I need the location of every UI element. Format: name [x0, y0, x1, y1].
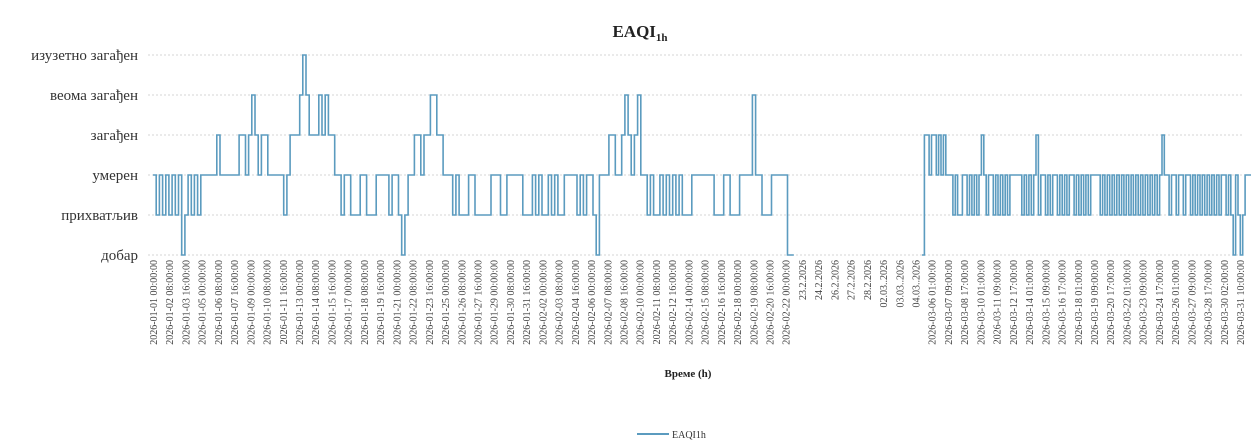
series-line-segment	[922, 134, 1251, 256]
x-tick-label: 2026-03-08 17:00:00	[960, 260, 971, 345]
x-tick-label: 2026-02-16 16:00:00	[717, 260, 728, 345]
legend-label: EAQI1h	[672, 430, 706, 441]
x-tick-label: 2026-02-06 00:00:00	[587, 260, 598, 345]
legend: EAQI1h	[637, 430, 706, 441]
y-tick-label: изузетно загађен	[31, 48, 138, 64]
x-tick-label: 2026-03-26 01:00:00	[1171, 260, 1182, 345]
x-tick-label: 2026-01-05 00:00:00	[198, 260, 209, 345]
x-tick-label: 2026-02-20 16:00:00	[766, 260, 777, 345]
series-line-segment	[153, 54, 794, 256]
x-tick-label: 2026-03-31 10:00:00	[1236, 260, 1247, 345]
chart-title-text: EAQI	[612, 22, 656, 41]
x-tick-label: 2026-03-10 01:00:00	[976, 260, 987, 345]
x-tick-label: 2026-01-19 16:00:00	[376, 260, 387, 345]
x-tick-label: 2026-03-23 09:00:00	[1139, 260, 1150, 345]
x-tick-label: 2026-02-22 00:00:00	[782, 260, 793, 345]
x-tick-label: 2026-02-08 16:00:00	[619, 260, 630, 345]
x-tick-label: 2026-02-03 08:00:00	[555, 260, 566, 345]
x-axis-tick-labels: 2026-01-01 00:00:00 2026-01-02 08:00:00 20…	[149, 260, 1247, 345]
x-tick-label: 2026-01-26 08:00:00	[457, 260, 468, 345]
x-tick-label: 2026-01-11 16:00:00	[279, 260, 290, 344]
x-tick-label: 27.2.2026	[847, 260, 858, 300]
chart-title-subscript: 1h	[656, 32, 668, 44]
x-tick-label: 2026-02-12 16:00:00	[668, 260, 679, 345]
x-tick-label: 2026-01-18 08:00:00	[360, 260, 371, 345]
x-tick-label: 2026-03-11 09:00:00	[993, 260, 1004, 344]
x-tick-label: 2026-02-11 08:00:00	[652, 260, 663, 344]
x-tick-label: 2026-01-17 00:00:00	[344, 260, 355, 345]
y-tick-label: загађен	[91, 128, 138, 144]
x-tick-label: 2026-01-09 00:00:00	[246, 260, 257, 345]
data-series	[153, 54, 1251, 256]
x-tick-label: 2026-03-30 02:00:00	[1220, 260, 1231, 345]
x-tick-label: 2026-01-30 08:00:00	[506, 260, 517, 345]
x-tick-label: 2026-01-01 00:00:00	[149, 260, 160, 345]
x-tick-label: 2026-03-20 17:00:00	[1106, 260, 1117, 345]
x-tick-label: 02.03..2026	[879, 260, 890, 308]
x-tick-label: 2026-02-15 08:00:00	[701, 260, 712, 345]
x-tick-label: 03.03..2026	[895, 260, 906, 308]
x-tick-label: 2026-03-27 09:00:00	[1187, 260, 1198, 345]
x-tick-label: 2026-02-18 00:00:00	[733, 260, 744, 345]
x-tick-label: 2026-03-07 09:00:00	[944, 260, 955, 345]
x-tick-label: 2026-02-19 08:00:00	[749, 260, 760, 345]
x-tick-label: 2026-01-21 00:00:00	[392, 260, 403, 345]
x-tick-label: 2026-01-14 08:00:00	[311, 260, 322, 345]
x-tick-label: 2026-03-12 17:00:00	[1009, 260, 1020, 345]
y-tick-label: прихватљив	[61, 208, 138, 224]
x-tick-label: 2026-03-15 09:00:00	[1041, 260, 1052, 345]
x-tick-label: 2026-01-31 16:00:00	[522, 260, 533, 345]
x-tick-label: 2026-01-02 08:00:00	[165, 260, 176, 345]
x-tick-label: 2026-03-19 09:00:00	[1090, 260, 1101, 345]
x-tick-label: 2026-02-07 08:00:00	[603, 260, 614, 345]
x-tick-label: 2026-03-22 01:00:00	[1122, 260, 1133, 345]
x-tick-label: 23.2.2026	[798, 260, 809, 300]
x-tick-label: 2026-01-10 08:00:00	[263, 260, 274, 345]
x-tick-label: 2026-01-06 08:00:00	[214, 260, 225, 345]
gridlines	[148, 54, 1242, 256]
x-tick-label: 2026-02-14 00:00:00	[684, 260, 695, 345]
x-tick-label: 2026-02-04 16:00:00	[571, 260, 582, 345]
y-tick-label: веома загађен	[50, 88, 138, 104]
chart-title: EAQI1h	[612, 22, 667, 44]
x-tick-label: 2026-01-25 00:00:00	[441, 260, 452, 345]
x-tick-label: 2026-03-18 01:00:00	[1074, 260, 1085, 345]
x-tick-label: 2026-01-15 16:00:00	[327, 260, 338, 345]
x-tick-label: 2026-01-13 00:00:00	[295, 260, 306, 345]
x-tick-label: 2026-01-29 00:00:00	[490, 260, 501, 345]
x-tick-label: 26.2.2026	[830, 260, 841, 300]
x-tick-label: 2026-03-14 01:00:00	[1025, 260, 1036, 345]
x-tick-label: 2026-03-24 17:00:00	[1155, 260, 1166, 345]
x-tick-label: 2026-01-22 08:00:00	[409, 260, 420, 345]
y-tick-label: умерен	[92, 168, 138, 184]
x-tick-label: 2026-03-06 01:00:00	[928, 260, 939, 345]
y-tick-label: добар	[101, 248, 138, 264]
x-tick-label: 2026-01-27 16:00:00	[473, 260, 484, 345]
x-tick-label: 04.03..2026	[912, 260, 923, 308]
y-axis-labels: добар прихватљив умерен загађен веома загађе…	[31, 48, 138, 264]
x-tick-label: 2026-01-03 16:00:00	[181, 260, 192, 345]
x-tick-label: 2026-02-10 00:00:00	[636, 260, 647, 345]
x-tick-label: 2026-03-16 17:00:00	[1058, 260, 1069, 345]
x-tick-label: 24.2.2026	[814, 260, 825, 300]
x-tick-label: 2026-02-02 00:00:00	[538, 260, 549, 345]
x-tick-label: 2026-03-28 17:00:00	[1204, 260, 1215, 345]
x-tick-label: 2026-01-23 16:00:00	[425, 260, 436, 345]
x-axis-label: Време (h)	[665, 368, 712, 380]
x-tick-label: 2026-01-07 16:00:00	[230, 260, 241, 345]
x-tick-label: 28.2.2026	[863, 260, 874, 300]
